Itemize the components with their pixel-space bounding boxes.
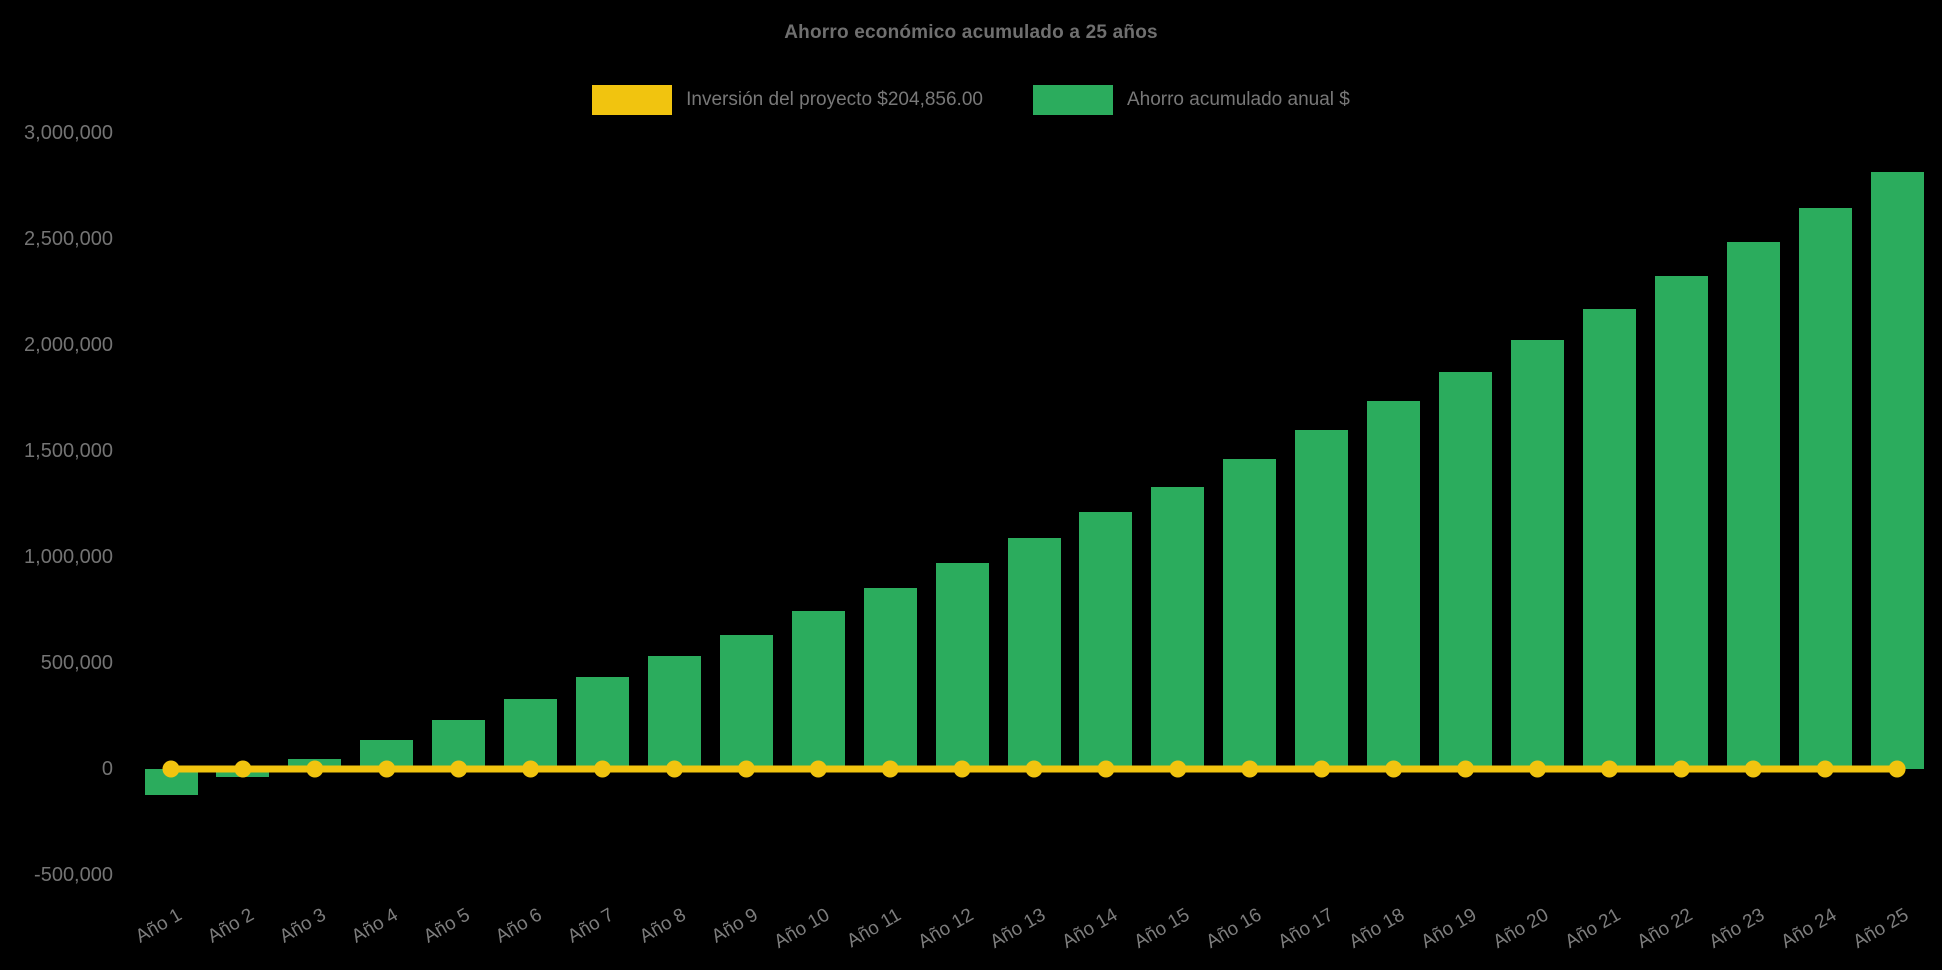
y-tick-label: 1,000,000 (24, 546, 113, 568)
bar-year-17[interactable] (1295, 430, 1349, 769)
legend-item-investment[interactable]: Inversión del proyecto $204,856.00 (592, 85, 983, 115)
line-point-year-17[interactable] (1313, 760, 1331, 778)
line-point-year-21[interactable] (1600, 760, 1618, 778)
line-point-year-23[interactable] (1744, 760, 1762, 778)
y-tick-label: 500,000 (40, 652, 113, 674)
line-point-year-13[interactable] (1025, 760, 1043, 778)
line-point-year-3[interactable] (306, 760, 324, 778)
line-point-year-14[interactable] (1097, 760, 1115, 778)
line-point-year-20[interactable] (1528, 760, 1546, 778)
line-point-year-25[interactable] (1888, 760, 1906, 778)
y-tick-label: 2,500,000 (24, 228, 113, 250)
line-point-year-15[interactable] (1169, 760, 1187, 778)
line-point-year-18[interactable] (1385, 760, 1403, 778)
chart-title: Ahorro económico acumulado a 25 años (784, 22, 1158, 43)
bar-year-12[interactable] (935, 562, 989, 769)
line-point-year-1[interactable] (162, 760, 180, 778)
bar-year-18[interactable] (1367, 400, 1421, 769)
bar-year-8[interactable] (647, 656, 701, 769)
legend-label-investment: Inversión del proyecto $204,856.00 (686, 89, 983, 110)
legend-item-savings[interactable]: Ahorro acumulado anual $ (1032, 85, 1350, 115)
line-point-year-2[interactable] (234, 760, 252, 778)
line-point-year-10[interactable] (809, 760, 827, 778)
legend: Inversión del proyecto $204,856.00 Ahorr… (0, 85, 1942, 115)
legend-swatch-savings (1032, 85, 1113, 115)
line-point-year-7[interactable] (594, 760, 612, 778)
line-point-year-19[interactable] (1457, 760, 1475, 778)
y-tick-label: 0 (101, 758, 113, 780)
bar-year-25[interactable] (1870, 172, 1924, 769)
y-tick-label: 1,500,000 (24, 440, 113, 462)
bar-year-9[interactable] (719, 635, 773, 769)
bar-year-14[interactable] (1079, 512, 1133, 769)
line-point-year-16[interactable] (1241, 760, 1259, 778)
y-tick-label: -500,000 (34, 864, 113, 886)
line-point-year-11[interactable] (881, 760, 899, 778)
y-tick-label: 2,000,000 (24, 334, 113, 356)
bar-year-16[interactable] (1223, 459, 1277, 769)
bar-year-23[interactable] (1726, 241, 1780, 769)
bar-year-19[interactable] (1439, 371, 1493, 769)
line-point-year-9[interactable] (737, 760, 755, 778)
bar-year-7[interactable] (576, 676, 630, 769)
bar-year-11[interactable] (863, 587, 917, 769)
bar-year-21[interactable] (1582, 308, 1636, 769)
bar-year-15[interactable] (1151, 487, 1205, 769)
bar-year-13[interactable] (1007, 537, 1061, 769)
bar-year-10[interactable] (791, 611, 845, 769)
bar-year-6[interactable] (504, 699, 558, 769)
line-point-year-6[interactable] (522, 760, 540, 778)
line-point-year-8[interactable] (665, 760, 683, 778)
bar-year-20[interactable] (1510, 339, 1564, 769)
line-point-year-12[interactable] (953, 760, 971, 778)
bar-year-22[interactable] (1654, 275, 1708, 769)
y-tick-label: 3,000,000 (24, 122, 113, 144)
bar-year-24[interactable] (1798, 208, 1852, 769)
line-point-year-4[interactable] (378, 760, 396, 778)
line-point-year-5[interactable] (450, 760, 468, 778)
legend-label-savings: Ahorro acumulado anual $ (1126, 89, 1350, 110)
line-point-year-22[interactable] (1672, 760, 1690, 778)
line-point-year-24[interactable] (1816, 760, 1834, 778)
legend-swatch-investment (592, 85, 673, 115)
